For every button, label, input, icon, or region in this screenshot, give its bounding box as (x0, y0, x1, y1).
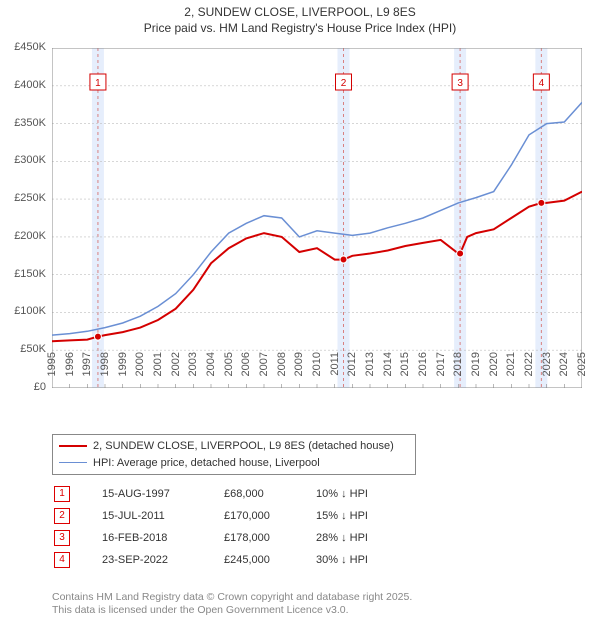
xtick-label: 2014 (382, 352, 394, 392)
legend-label: HPI: Average price, detached house, Live… (93, 455, 320, 472)
x-axis-ticks: 1995199619971998199920002001200220032004… (52, 390, 582, 430)
table-row: 3 16-FEB-2018£178,00028% ↓ HPI (54, 528, 406, 548)
chart-title: 2, SUNDEW CLOSE, LIVERPOOL, L9 8ES Price… (0, 4, 600, 36)
ytick-label: £50K (0, 343, 46, 355)
sale-price: £68,000 (224, 484, 314, 504)
ytick-label: £400K (0, 79, 46, 91)
sale-marker-icon: 2 (54, 508, 70, 524)
sale-point-2 (340, 256, 347, 263)
xtick-label: 2022 (523, 352, 535, 392)
sale-point-3 (457, 250, 464, 257)
xtick-label: 2013 (364, 352, 376, 392)
marker-label-1: 1 (95, 78, 101, 89)
xtick-label: 2005 (223, 352, 235, 392)
sale-delta: 10% ↓ HPI (316, 484, 406, 504)
legend: 2, SUNDEW CLOSE, LIVERPOOL, L9 8ES (deta… (52, 434, 416, 475)
xtick-label: 2017 (435, 352, 447, 392)
sale-delta: 30% ↓ HPI (316, 550, 406, 570)
xtick-label: 2006 (240, 352, 252, 392)
xtick-label: 2025 (576, 352, 588, 392)
sale-point-4 (538, 199, 545, 206)
ytick-label: £250K (0, 192, 46, 204)
sale-marker-icon: 3 (54, 530, 70, 546)
xtick-label: 2021 (505, 352, 517, 392)
sale-point-1 (94, 333, 101, 340)
ytick-label: £150K (0, 268, 46, 280)
sale-date: 15-JUL-2011 (102, 506, 222, 526)
table-row: 2 15-JUL-2011£170,00015% ↓ HPI (54, 506, 406, 526)
sale-delta: 15% ↓ HPI (316, 506, 406, 526)
series-price_paid (52, 192, 582, 342)
ytick-label: £350K (0, 117, 46, 129)
xtick-label: 2011 (329, 352, 341, 392)
xtick-label: 2004 (205, 352, 217, 392)
sale-price: £178,000 (224, 528, 314, 548)
sale-delta: 28% ↓ HPI (316, 528, 406, 548)
xtick-label: 1998 (99, 352, 111, 392)
sale-marker-icon: 4 (54, 552, 70, 568)
ytick-label: £200K (0, 230, 46, 242)
marker-label-3: 3 (457, 78, 463, 89)
xtick-label: 2019 (470, 352, 482, 392)
legend-row: 2, SUNDEW CLOSE, LIVERPOOL, L9 8ES (deta… (59, 438, 409, 455)
marker-label-2: 2 (341, 78, 347, 89)
title-line1: 2, SUNDEW CLOSE, LIVERPOOL, L9 8ES (0, 4, 600, 20)
ytick-label: £100K (0, 305, 46, 317)
table-row: 4 23-SEP-2022£245,00030% ↓ HPI (54, 550, 406, 570)
sale-price: £245,000 (224, 550, 314, 570)
sale-marker-icon: 1 (54, 486, 70, 502)
ytick-label: £300K (0, 154, 46, 166)
xtick-label: 2003 (187, 352, 199, 392)
legend-label: 2, SUNDEW CLOSE, LIVERPOOL, L9 8ES (deta… (93, 438, 394, 455)
legend-swatch (59, 462, 87, 463)
xtick-label: 1999 (117, 352, 129, 392)
sale-price: £170,000 (224, 506, 314, 526)
xtick-label: 2002 (170, 352, 182, 392)
ytick-label: £450K (0, 41, 46, 53)
chart: 1 2 3 4 (52, 48, 582, 388)
chart-svg: 1 2 3 4 (52, 48, 582, 388)
xtick-label: 1996 (64, 352, 76, 392)
sale-date: 23-SEP-2022 (102, 550, 222, 570)
xtick-label: 2018 (452, 352, 464, 392)
xtick-label: 2023 (541, 352, 553, 392)
footer-line1: Contains HM Land Registry data © Crown c… (52, 591, 590, 605)
xtick-label: 2024 (558, 352, 570, 392)
xtick-label: 2009 (293, 352, 305, 392)
xtick-label: 2012 (346, 352, 358, 392)
xtick-label: 2010 (311, 352, 323, 392)
xtick-label: 2016 (417, 352, 429, 392)
marker-label-4: 4 (539, 78, 545, 89)
xtick-label: 2007 (258, 352, 270, 392)
series-hpi (52, 102, 582, 335)
xtick-label: 2000 (134, 352, 146, 392)
xtick-label: 2015 (399, 352, 411, 392)
ytick-label: £0 (0, 381, 46, 393)
xtick-label: 2001 (152, 352, 164, 392)
xtick-label: 2008 (276, 352, 288, 392)
legend-row: HPI: Average price, detached house, Live… (59, 455, 409, 472)
title-line2: Price paid vs. HM Land Registry's House … (0, 20, 600, 36)
footer: Contains HM Land Registry data © Crown c… (52, 591, 590, 618)
sale-date: 16-FEB-2018 (102, 528, 222, 548)
legend-swatch (59, 445, 87, 447)
footer-line2: This data is licensed under the Open Gov… (52, 604, 590, 618)
sale-date: 15-AUG-1997 (102, 484, 222, 504)
sales-table: 1 15-AUG-1997£68,00010% ↓ HPI 2 15-JUL-2011… (52, 482, 408, 572)
xtick-label: 2020 (488, 352, 500, 392)
table-row: 1 15-AUG-1997£68,00010% ↓ HPI (54, 484, 406, 504)
y-axis-ticks: £0£50K£100K£150K£200K£250K£300K£350K£400… (0, 48, 50, 388)
xtick-label: 1997 (81, 352, 93, 392)
